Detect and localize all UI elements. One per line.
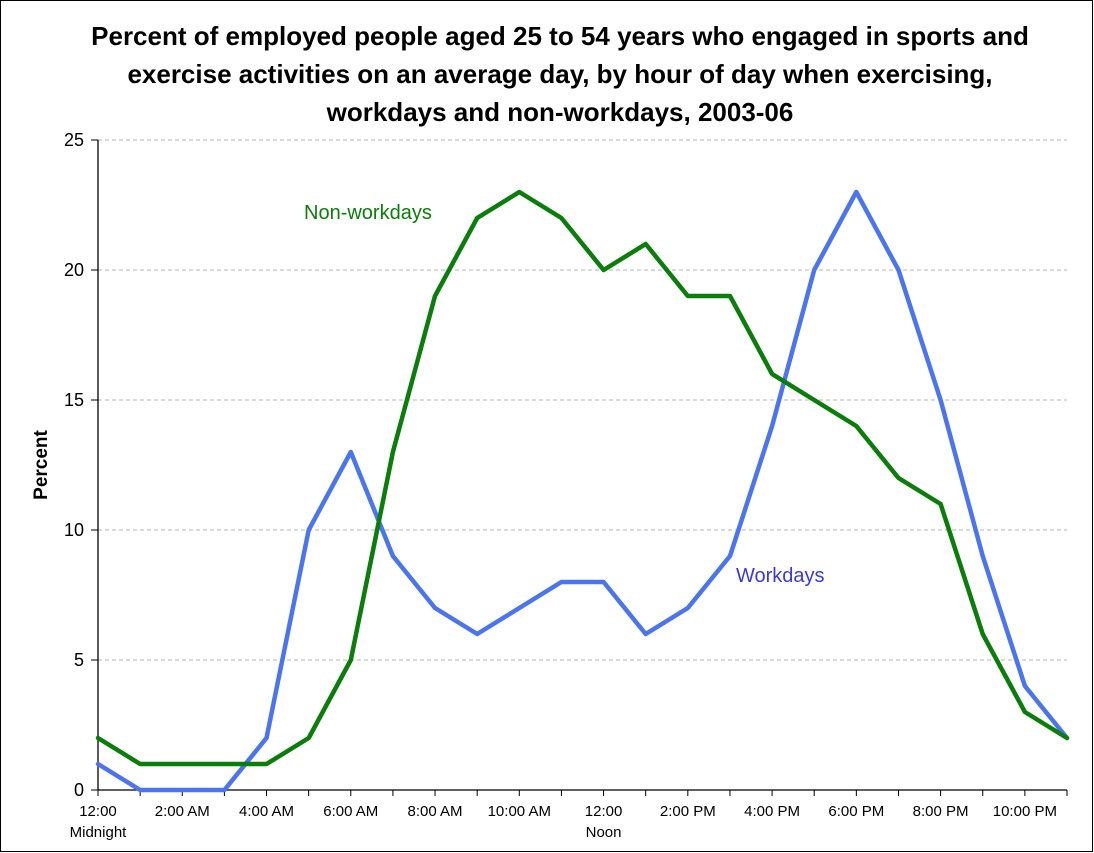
y-tick-label: 15 [64, 390, 84, 410]
chart-title-line-3: workdays and non-workdays, 2003-06 [326, 97, 794, 127]
x-tick-label: 8:00 PM [913, 803, 969, 820]
y-tick-label: 0 [74, 780, 84, 800]
x-tick-label: 4:00 PM [744, 803, 800, 820]
x-tick-label: 6:00 AM [323, 803, 378, 820]
y-tick-label: 10 [64, 520, 84, 540]
y-axis-label: Percent [31, 429, 52, 499]
series-line-non-workdays [95, 189, 1070, 767]
x-axis-ticks: 12:00 Midnight 2:00 AM 4:00 AM 6:00 AM 8:00 A… [70, 790, 1068, 841]
x-tick-label: 12:00 [79, 803, 117, 820]
chart-title-line-1: Percent of employed people aged 25 to 54… [91, 21, 1029, 51]
chart-title: Percent of employed people aged 25 to 54… [91, 21, 1029, 127]
x-tick-label: Noon [586, 824, 622, 841]
x-tick-label: 10:00 PM [993, 803, 1057, 820]
series-label-workdays: Workdays [736, 565, 825, 587]
x-tick-label: 6:00 PM [828, 803, 884, 820]
x-tick-label: 8:00 AM [408, 803, 463, 820]
y-tick-label: 20 [64, 260, 84, 280]
x-tick-label: 2:00 AM [155, 803, 210, 820]
y-tick-label: 25 [64, 130, 84, 150]
series-label-non-workdays: Non-workdays [304, 202, 432, 224]
chart-title-line-2: exercise activities on an average day, b… [127, 59, 992, 89]
x-tick-label: Midnight [70, 824, 128, 841]
y-tick-label: 5 [74, 650, 84, 670]
chart-axes [97, 140, 1067, 791]
x-tick-label: 12:00 [585, 803, 623, 820]
x-tick-label: 10:00 AM [488, 803, 551, 820]
y-gridlines [98, 139, 1067, 661]
y-axis-ticks: 0 5 10 15 20 25 [64, 130, 98, 800]
series-line-workdays [95, 189, 1070, 793]
x-tick-label: 2:00 PM [660, 803, 716, 820]
x-tick-label: 4:00 AM [239, 803, 294, 820]
series-lines [95, 189, 1070, 793]
